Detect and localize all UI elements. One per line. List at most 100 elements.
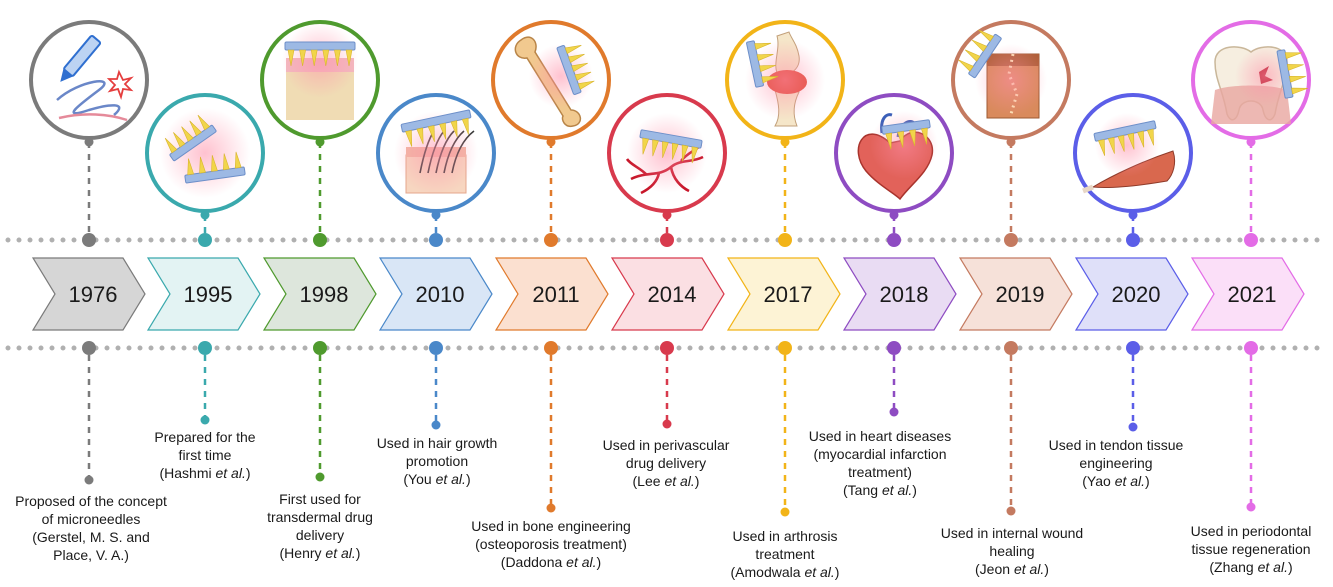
upper-rail-dot — [82, 233, 96, 247]
year-label: 1976 — [69, 282, 118, 307]
citation-etal: et al. — [435, 471, 466, 487]
milestone-illustration — [145, 93, 265, 213]
year-chevron: 2014 — [610, 257, 725, 331]
year-label: 2010 — [416, 282, 465, 307]
milestone-caption: Used in perivascular drug delivery (Lee et… — [603, 436, 730, 490]
milestone-caption: Used in periodontal tissue regeneration (Z… — [1191, 522, 1312, 576]
milestone-illustration — [607, 93, 727, 213]
year-chevron: 2018 — [842, 257, 957, 331]
year-chevron: 2020 — [1074, 257, 1189, 331]
year-label: 2020 — [1112, 282, 1161, 307]
lower-rail-dot — [429, 341, 443, 355]
citation-etal: et al. — [325, 545, 356, 561]
lower-rail-dot — [778, 341, 792, 355]
year-label: 2014 — [648, 282, 697, 307]
caption-line: Used in bone engineering — [471, 518, 631, 534]
caption-line: delivery — [295, 527, 345, 543]
upper-rail-dot — [429, 233, 443, 247]
milestone-caption: Used in tendon tissue engineering (Yao et … — [1049, 436, 1184, 490]
year-label: 2021 — [1228, 282, 1277, 307]
milestone-illustration — [725, 20, 845, 140]
milestone-illustration — [834, 93, 954, 213]
year-label: 2019 — [996, 282, 1045, 307]
milestone-caption: Prepared for the first time (Hashmi et al.… — [154, 428, 255, 482]
upper-rail-dot — [887, 233, 901, 247]
caption-citation: (You et al.) — [403, 471, 471, 487]
caption-anchor-dot — [315, 472, 325, 482]
milestone-illustration — [491, 20, 611, 140]
year-chevron: 1976 — [31, 257, 146, 331]
lower-rail-dot — [887, 341, 901, 355]
milestone-illustration — [260, 20, 380, 140]
upper-rail-dot — [1126, 233, 1140, 247]
citation-etal: et al. — [804, 564, 835, 580]
upper-rail-dot — [1244, 233, 1258, 247]
citation-etal: et al. — [881, 482, 913, 498]
caption-citation: (Lee et al.) — [632, 473, 700, 489]
caption-citation: (Hashmi et al.) — [159, 465, 251, 481]
caption-line: Used in arthrosis — [732, 528, 838, 544]
lower-rail-dot — [313, 341, 327, 355]
year-chevron: 1995 — [146, 257, 261, 331]
caption-anchor-dot — [84, 475, 94, 485]
citation-etal: et al. — [1257, 559, 1288, 575]
caption-anchor-dot — [889, 407, 899, 417]
milestone-illustration — [29, 20, 149, 140]
caption-line: Used in heart diseases — [808, 428, 952, 444]
caption-line: Proposed of the concept — [15, 493, 167, 509]
lower-rail-dot — [198, 341, 212, 355]
blood-vessel-icon — [625, 113, 707, 195]
caption-line: Used in perivascular — [602, 437, 730, 453]
milestone-illustration — [376, 93, 496, 213]
citation-etal: et al. — [1013, 561, 1045, 577]
caption-line: first time — [178, 447, 232, 463]
caption-line: healing — [989, 543, 1035, 559]
lower-rail-dot — [660, 341, 674, 355]
caption-anchor-dot — [780, 507, 790, 517]
milestone-caption: Used in heart diseases (myocardial infarc… — [809, 427, 951, 499]
lower-rail-dot — [82, 341, 96, 355]
milestone-illustration — [1191, 20, 1311, 140]
caption-line: drug delivery — [625, 455, 707, 471]
upper-rail-dot — [1004, 233, 1018, 247]
caption-line: transdermal drug — [267, 509, 373, 525]
citation-etal: et al. — [566, 554, 597, 570]
hair-follicle-icon — [394, 109, 478, 195]
year-chevron: 1998 — [262, 257, 377, 331]
year-label: 2017 — [764, 282, 813, 307]
citation-etal: et al. — [215, 465, 246, 481]
skin-patch-icon — [282, 22, 358, 120]
bone-icon — [514, 36, 595, 128]
milestone-caption: Used in internal wound healing (Jeon et al… — [941, 524, 1083, 578]
lower-rail-dot — [1244, 341, 1258, 355]
caption-anchor-dot — [1246, 502, 1256, 512]
year-label: 1995 — [184, 282, 233, 307]
knee-joint-icon — [745, 31, 825, 127]
year-chevron: 2017 — [726, 257, 841, 331]
upper-rail-dot — [544, 233, 558, 247]
caption-anchor-dot — [1006, 506, 1016, 516]
year-chevron: 2010 — [378, 257, 493, 331]
caption-citation: (Zhang et al.) — [1209, 559, 1293, 575]
heart-icon — [857, 111, 938, 201]
caption-citation: (Daddona et al.) — [500, 554, 602, 570]
pen-and-scribble-icon — [56, 34, 134, 122]
caption-anchor-dot — [200, 415, 210, 425]
caption-line: Prepared for the — [154, 429, 256, 445]
caption-line: (osteoporosis treatment) — [475, 536, 627, 552]
year-label: 2011 — [532, 282, 579, 307]
caption-anchor-dot — [662, 419, 672, 429]
lower-rail-dot — [544, 341, 558, 355]
caption-line: (myocardial infarction — [813, 446, 947, 462]
caption-anchor-dot — [431, 420, 441, 430]
lower-rail-dot — [1004, 341, 1018, 355]
citation-etal: et al. — [664, 473, 695, 489]
upper-rail-dot — [313, 233, 327, 247]
caption-citation: (Amodwala et al.) — [730, 564, 840, 580]
citation-etal: et al. — [1114, 473, 1146, 489]
caption-line: Place, V. A.) — [53, 547, 129, 563]
milestone-illustration — [951, 20, 1071, 140]
caption-line: of microneedles — [41, 511, 141, 527]
milestone-caption: First used for transdermal drug delivery (H… — [267, 490, 373, 562]
wound-tissue-icon — [958, 29, 1047, 119]
